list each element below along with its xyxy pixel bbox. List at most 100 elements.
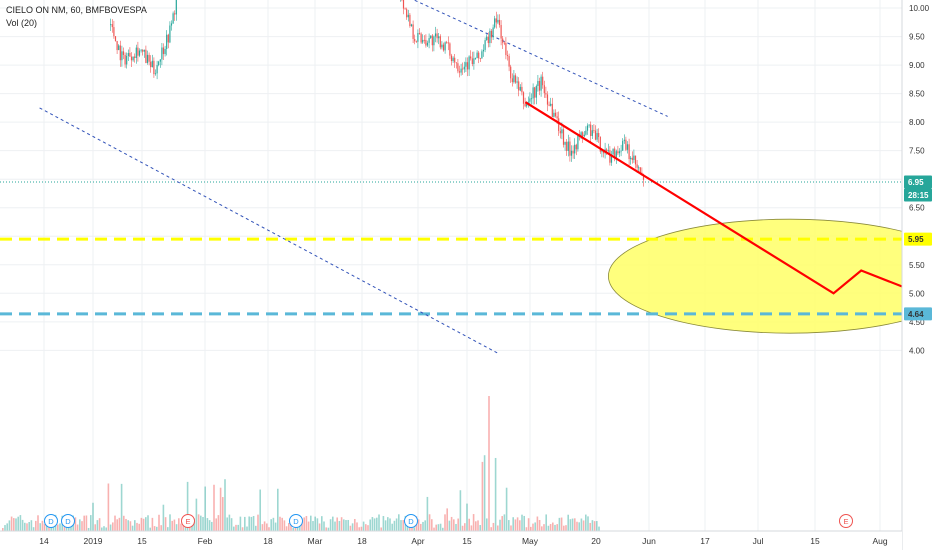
candle-body — [145, 49, 147, 63]
candle-body — [554, 112, 557, 117]
volume-bar — [21, 519, 24, 531]
volume-bar — [395, 518, 398, 531]
candle-body — [569, 141, 571, 156]
candle-body — [585, 130, 587, 135]
volume-bar — [444, 514, 446, 531]
volume-bar — [321, 516, 323, 531]
candle-body — [591, 130, 593, 136]
candle-body — [550, 103, 552, 106]
candle-body — [500, 25, 502, 39]
volume-bar — [244, 516, 246, 531]
candle-body — [484, 40, 486, 50]
candle-body — [583, 134, 585, 137]
candle-body — [612, 148, 614, 155]
candle-body — [623, 139, 625, 142]
volume-bar — [472, 514, 475, 531]
volume-bar — [68, 525, 70, 531]
candle-body — [479, 58, 481, 60]
candle-body — [420, 33, 422, 43]
candle-body — [598, 133, 600, 138]
volume-bar — [250, 516, 253, 531]
volume-bar — [382, 516, 385, 531]
volume-bar — [41, 520, 44, 531]
price-axis-tick-label: 9.50 — [909, 33, 925, 42]
volume-bar — [30, 520, 33, 531]
candle-body — [143, 49, 145, 52]
volume-bar — [270, 519, 272, 531]
candle-body — [494, 18, 496, 28]
candle-body — [511, 78, 513, 83]
volume-bar — [215, 518, 217, 531]
volume-bar — [182, 522, 184, 531]
dividend-event-icon — [61, 514, 75, 528]
last-price-badge-bg — [904, 175, 932, 189]
candle-body — [156, 65, 158, 74]
volume-bar — [228, 514, 231, 531]
volume-bar — [490, 527, 492, 531]
candle-body — [138, 50, 141, 56]
volume-bar — [360, 526, 363, 531]
volume-bar — [76, 524, 79, 531]
candle-body — [159, 59, 161, 62]
candle-body — [513, 75, 515, 83]
volume-bar — [226, 517, 228, 531]
candle-body — [537, 80, 539, 86]
volume-bar — [46, 523, 48, 531]
volume-bar — [259, 489, 261, 531]
volume-bar — [585, 514, 587, 531]
candle-body — [130, 56, 133, 61]
candle-body — [601, 150, 603, 152]
price-axis-tick-label: 4.50 — [909, 318, 925, 327]
volume-bar — [448, 520, 451, 531]
volume-bar — [486, 518, 488, 531]
candle-body — [556, 116, 558, 119]
volume-bar — [224, 479, 226, 531]
price-axis-tick-label: 8.00 — [909, 118, 925, 127]
volume-bar — [252, 515, 255, 531]
volume-bar — [268, 527, 270, 531]
volume-bar — [497, 525, 499, 531]
candle-body — [575, 144, 577, 150]
candle-body — [620, 150, 622, 152]
candle-body — [426, 42, 429, 46]
volume-bar — [596, 521, 598, 531]
volume-bar — [92, 502, 94, 531]
volume-bar — [158, 514, 160, 531]
volume-bar — [367, 525, 369, 531]
volume-bar — [398, 514, 400, 531]
volume-bar — [142, 518, 145, 531]
candle-body — [599, 137, 601, 152]
volume-bar — [200, 515, 202, 531]
candle-body — [489, 30, 491, 44]
volume-bar — [35, 520, 37, 531]
volume-bar — [83, 515, 85, 531]
time-axis-tick-label: Aug — [872, 536, 887, 546]
volume-bar — [457, 518, 459, 531]
volume-bar — [222, 497, 224, 531]
dividend-event-icon — [404, 514, 418, 528]
candle-body — [558, 118, 560, 131]
volume-bar — [549, 524, 552, 531]
volume-bar — [340, 517, 343, 531]
candle-body — [606, 149, 608, 152]
symbol-title: CIELO ON NM, 60, BMFBOVESPA — [6, 5, 147, 15]
volume-bar — [101, 527, 103, 531]
volume-bar — [19, 515, 22, 531]
volume-bar — [424, 520, 426, 531]
candle-body — [628, 144, 630, 160]
candle-body — [476, 52, 478, 59]
volume-bar — [164, 517, 167, 531]
candle-body — [433, 36, 435, 46]
volume-bar — [145, 517, 147, 531]
candle-body — [566, 141, 568, 151]
volume-bar — [103, 526, 105, 531]
candle-body — [135, 47, 137, 58]
volume-bar — [2, 527, 4, 531]
price-axis-tick-label: 7.50 — [909, 147, 925, 156]
candle-body — [590, 124, 592, 136]
candle-body — [110, 24, 112, 26]
candle-body — [545, 93, 547, 95]
volume-bar — [580, 518, 583, 531]
volume-bar — [420, 523, 422, 531]
